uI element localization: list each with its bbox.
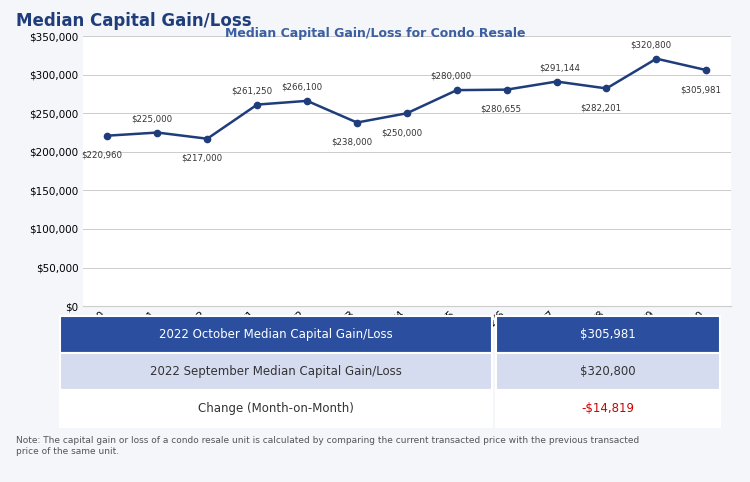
Text: Change (Month-on-Month): Change (Month-on-Month) — [198, 402, 354, 415]
Text: $305,981: $305,981 — [680, 85, 722, 94]
Text: Median Capital Gain/Loss for Condo Resale: Median Capital Gain/Loss for Condo Resal… — [225, 27, 525, 40]
Text: $250,000: $250,000 — [381, 128, 422, 137]
Text: $217,000: $217,000 — [182, 154, 222, 162]
Text: $225,000: $225,000 — [131, 114, 172, 123]
Text: $261,250: $261,250 — [231, 86, 272, 95]
FancyBboxPatch shape — [60, 353, 492, 389]
Text: Note: The capital gain or loss of a condo resale unit is calculated by comparing: Note: The capital gain or loss of a cond… — [16, 436, 640, 455]
Text: $282,201: $282,201 — [580, 103, 622, 112]
Text: $320,800: $320,800 — [580, 365, 635, 377]
Text: 2022 September Median Capital Gain/Loss: 2022 September Median Capital Gain/Loss — [150, 365, 402, 377]
Text: $280,655: $280,655 — [481, 105, 522, 114]
Text: $220,960: $220,960 — [82, 150, 122, 160]
Text: $291,144: $291,144 — [538, 63, 580, 72]
Text: $266,100: $266,100 — [281, 82, 322, 92]
Text: $238,000: $238,000 — [331, 137, 372, 147]
FancyBboxPatch shape — [60, 316, 492, 353]
FancyBboxPatch shape — [496, 389, 720, 427]
Text: $280,000: $280,000 — [430, 72, 472, 81]
Text: 2022 October Median Capital Gain/Loss: 2022 October Median Capital Gain/Loss — [159, 328, 393, 341]
Text: Median Capital Gain/Loss: Median Capital Gain/Loss — [16, 12, 252, 30]
FancyBboxPatch shape — [60, 389, 492, 427]
Text: $305,981: $305,981 — [580, 328, 636, 341]
FancyBboxPatch shape — [496, 316, 720, 353]
Text: -$14,819: -$14,819 — [581, 402, 634, 415]
Text: $320,800: $320,800 — [630, 40, 671, 49]
FancyBboxPatch shape — [496, 353, 720, 389]
